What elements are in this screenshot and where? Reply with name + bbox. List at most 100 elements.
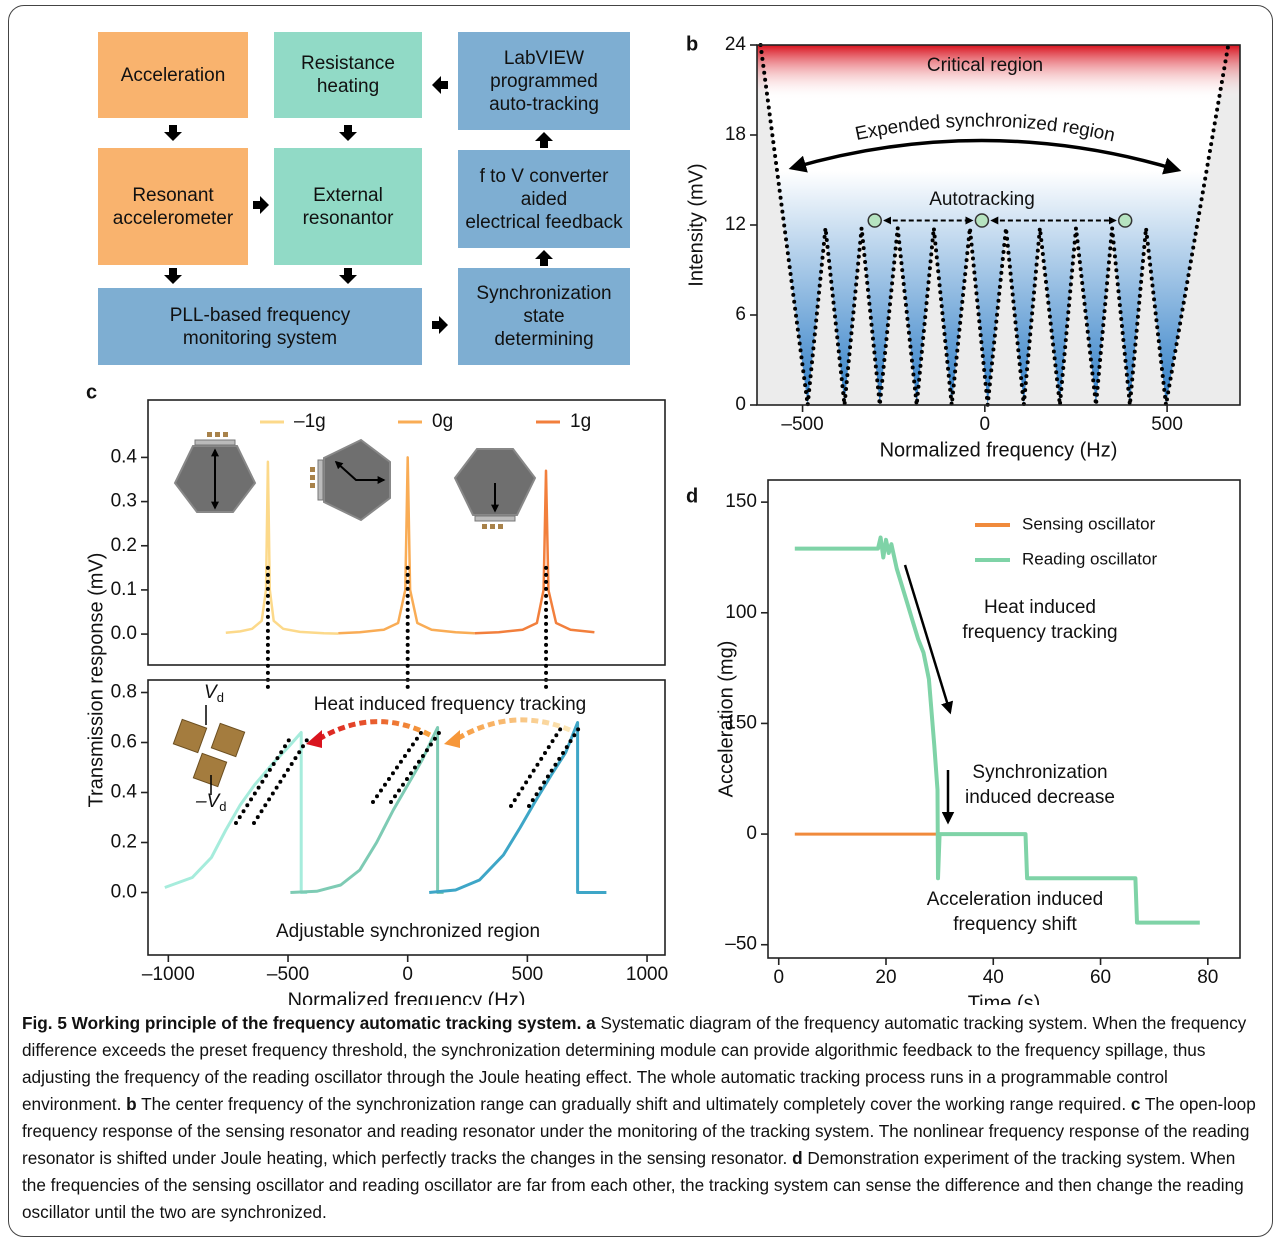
flow-box-text: determining	[494, 329, 594, 350]
arc-arrow	[788, 138, 1182, 175]
pad	[498, 524, 503, 529]
flow-box: Resistance heating	[274, 32, 422, 118]
x-tick-label: 500	[1151, 414, 1183, 435]
flow-box: External resonantor	[274, 148, 422, 265]
heat-arrowhead	[306, 730, 322, 748]
annotation: Synchronization	[972, 762, 1107, 783]
flow-box: Synchronization state determining	[458, 268, 630, 365]
pad	[223, 432, 228, 437]
flow-box: LabVIEW programmed auto-tracking	[458, 32, 630, 130]
electrode	[194, 439, 236, 446]
y-tick-label: 6	[735, 304, 746, 325]
y-tick-label: 0	[735, 394, 746, 415]
flow-box: Resonant accelerometer	[98, 148, 248, 265]
plot-frame	[767, 479, 1241, 959]
data-line	[290, 726, 444, 894]
y-axis-label: Transmission response (mV)	[85, 553, 107, 808]
panel-label: c	[86, 381, 97, 403]
x-tick-label: 0	[402, 964, 413, 985]
pad	[490, 524, 495, 529]
y-tick-label: 0.0	[111, 882, 137, 903]
flow-box: PLL-based frequency monitoring system	[98, 288, 422, 365]
device-inset	[453, 448, 537, 529]
y-tick-label: 0.6	[111, 732, 137, 753]
flow-box-text: External	[313, 184, 383, 206]
legend-label: 0g	[432, 411, 453, 432]
pad	[215, 432, 220, 437]
flow-box-text: heating	[316, 76, 380, 97]
y-tick-label: 150	[725, 712, 757, 733]
flow-box-text: LabVIEW	[503, 47, 585, 69]
x-tick-label: –500	[781, 414, 823, 435]
flow-box-text: programmed	[490, 70, 598, 92]
data-line	[474, 469, 595, 635]
inset-label-sub: d	[219, 799, 226, 814]
marker	[974, 213, 990, 228]
x-tick-label: 0	[980, 414, 991, 435]
dotted-guide	[252, 738, 309, 825]
legend-label: Reading oscillator	[1022, 549, 1157, 568]
marker	[867, 213, 882, 228]
flow-box-text: accelerometer	[112, 207, 234, 229]
electrode-pad	[172, 718, 208, 754]
x-tick-label: 80	[1197, 967, 1218, 988]
y-tick-label: 0.4	[111, 782, 138, 803]
caption-label: b	[126, 1094, 137, 1114]
annotation-arrow	[903, 564, 954, 715]
y-tick-label: –50	[725, 934, 757, 955]
annotation: Critical region	[927, 55, 1043, 76]
inset-label-sub: d	[217, 690, 224, 705]
flow-box: f to V converter aided electrical feedback	[458, 150, 630, 248]
device-inset	[173, 432, 257, 513]
flow-box-text: f to V converter	[479, 165, 609, 187]
pad	[482, 524, 487, 529]
caption-text: Demonstration experiment of the tracking…	[22, 1148, 1244, 1222]
data-line	[338, 456, 475, 635]
dotted-guide	[389, 728, 443, 804]
inset-arrow	[334, 460, 386, 484]
y-tick-label: 0.2	[111, 832, 137, 853]
flow-box-text: Synchronization	[476, 283, 612, 304]
flow-box-text: resonantor	[302, 207, 394, 229]
caption: Fig. 5 Working principle of the frequenc…	[22, 1010, 1262, 1226]
flow-box-text: monitoring system	[182, 327, 338, 349]
pad	[310, 475, 315, 480]
x-tick-label: –1000	[142, 964, 195, 985]
y-tick-label: 0.2	[111, 535, 137, 556]
x-tick-label: 40	[983, 967, 1004, 988]
x-tick-label: 60	[1090, 967, 1111, 988]
y-axis-label: Acceleration (mg)	[715, 641, 737, 798]
caption-title: Fig. 5 Working principle of the frequenc…	[22, 1013, 582, 1033]
y-tick-label: 0.3	[111, 491, 137, 512]
caption-text: The center frequency of the synchronizat…	[141, 1094, 1127, 1114]
data-line	[794, 535, 1200, 925]
x-tick-label: 1000	[626, 964, 668, 985]
dotted-guide	[509, 726, 563, 808]
heat-arrow	[312, 719, 432, 745]
caption-text: The open-loop frequency response of the …	[22, 1094, 1256, 1168]
dotted-guide	[234, 738, 291, 825]
legend-label: Sensing oscillator	[1022, 514, 1156, 533]
inset-label: –Vd	[195, 791, 226, 814]
y-tick-label: 0.1	[111, 579, 137, 600]
y-tick-label: 0.8	[111, 682, 137, 703]
legend-label: 1g	[570, 411, 591, 432]
annotation: induced decrease	[965, 787, 1115, 808]
x-tick-label: 500	[512, 964, 544, 985]
electrode	[474, 515, 516, 522]
flow-box-text: Resonant	[132, 184, 214, 206]
data-line	[164, 731, 308, 894]
flow-box-text: electrical feedback	[465, 211, 623, 233]
inset-label-main: –V	[195, 791, 222, 812]
synchronized-region	[760, 45, 1229, 405]
heat-arrowhead	[444, 730, 460, 748]
annotation: Autotracking	[929, 189, 1035, 210]
caption-text: Systematic diagram of the frequency auto…	[22, 1013, 1247, 1114]
y-tick-label: 12	[725, 214, 746, 235]
flow-box-text: Resistance	[301, 53, 395, 74]
marker	[1117, 213, 1133, 228]
flow-box-text: aided	[520, 188, 568, 210]
panel-label: d	[686, 485, 698, 507]
